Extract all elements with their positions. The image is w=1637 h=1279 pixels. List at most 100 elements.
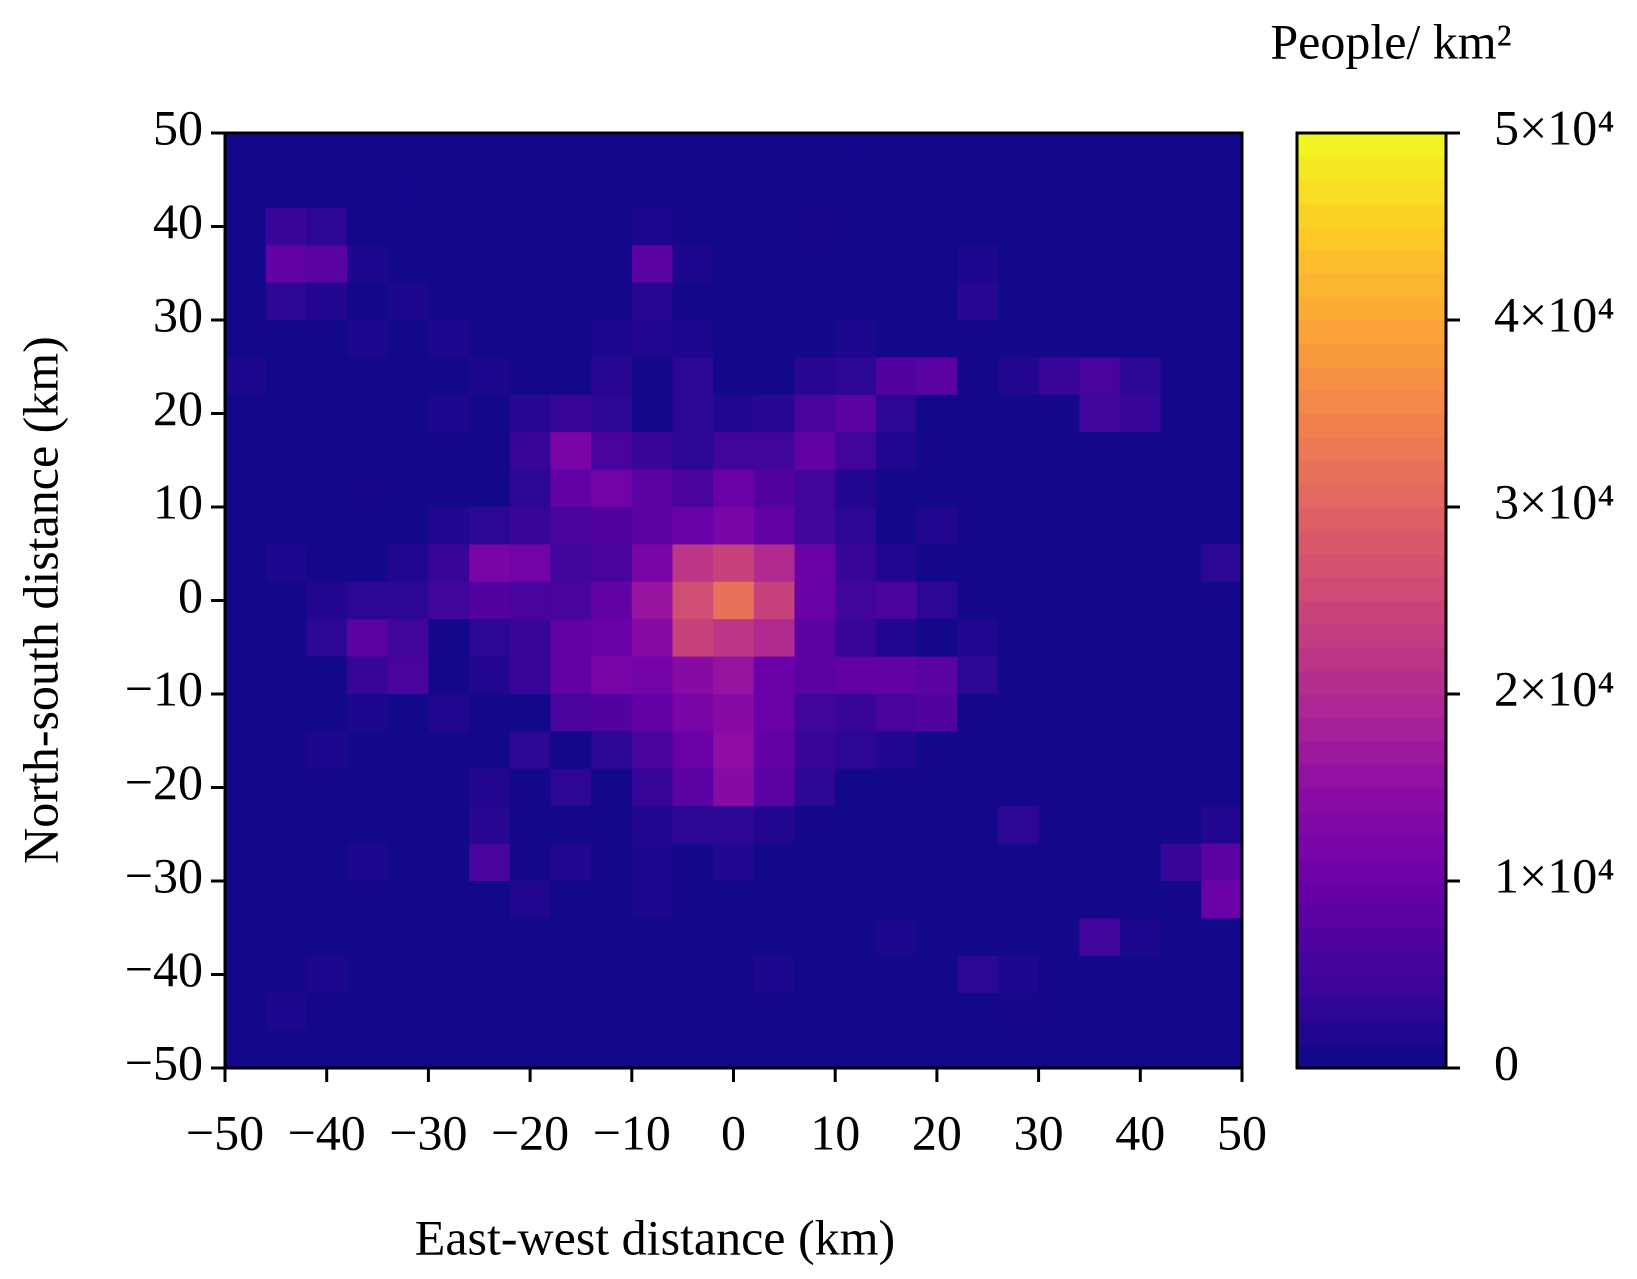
heatmap-cell — [1038, 507, 1080, 545]
heatmap-cell — [631, 768, 673, 807]
heatmap-cell — [550, 432, 592, 471]
heatmap-cell — [631, 245, 673, 284]
heatmap-cell — [347, 656, 389, 695]
heatmap-cell — [997, 207, 1040, 246]
heatmap-cell — [509, 469, 551, 508]
heatmap-cell — [387, 469, 429, 508]
heatmap-cell — [794, 881, 836, 919]
heatmap-cell — [1119, 581, 1162, 620]
heatmap-cell — [1119, 507, 1162, 545]
heatmap-cell — [835, 619, 877, 658]
heatmap-cell — [591, 170, 633, 209]
heatmap-cell — [1119, 282, 1162, 321]
heatmap-cell — [631, 544, 673, 583]
heatmap-cell — [265, 133, 307, 171]
heatmap-cell — [672, 768, 714, 807]
heatmap-cell — [753, 432, 796, 471]
heatmap-cell — [509, 806, 551, 845]
heatmap-cell — [835, 694, 877, 732]
heatmap-cell — [753, 656, 796, 695]
x-tick-label: 10 — [810, 1104, 860, 1160]
heatmap-cell — [672, 731, 714, 770]
heatmap-cell — [469, 656, 511, 695]
heatmap-cell — [387, 581, 429, 620]
heatmap-cell — [469, 1030, 511, 1069]
heatmap-cell — [835, 544, 877, 583]
heatmap-cell — [428, 993, 470, 1032]
heatmap-cell — [794, 245, 836, 284]
heatmap-cell — [1079, 170, 1121, 209]
heatmap-cell — [306, 806, 348, 845]
heatmap-cell — [469, 694, 511, 732]
heatmap-cell — [794, 768, 836, 807]
colorbar-band — [1297, 857, 1446, 882]
heatmap-cell — [713, 581, 755, 620]
heatmap-cell — [469, 170, 511, 209]
heatmap-cell — [1079, 507, 1121, 545]
heatmap-cell — [794, 432, 836, 471]
heatmap-cell — [591, 320, 633, 358]
heatmap-cell — [672, 282, 714, 321]
heatmap-cell — [306, 170, 348, 209]
heatmap-cell — [469, 282, 511, 321]
heatmap-cell — [347, 507, 389, 545]
heatmap-cell — [591, 1030, 633, 1069]
heatmap-cell — [387, 918, 429, 957]
heatmap-cell — [916, 656, 958, 695]
heatmap-cell — [347, 619, 389, 658]
heatmap-cell — [1079, 1030, 1121, 1069]
heatmap-cell — [1038, 320, 1080, 358]
heatmap-cell — [753, 394, 796, 433]
x-axis-title: East-west distance (km) — [415, 1209, 895, 1265]
heatmap-cell — [550, 544, 592, 583]
heatmap-cell — [347, 320, 389, 358]
heatmap-cell — [225, 843, 267, 882]
heatmap-cell — [875, 245, 918, 284]
heatmap-cell — [1079, 207, 1121, 246]
heatmap-cell — [550, 619, 592, 658]
colorbar-band — [1297, 834, 1446, 859]
heatmap-cell — [591, 581, 633, 620]
heatmap-cell — [631, 1030, 673, 1069]
heatmap-cell — [713, 881, 755, 919]
heatmap-cell — [265, 806, 307, 845]
heatmap-cell — [835, 731, 877, 770]
heatmap-cell — [225, 1030, 267, 1069]
heatmap-cell — [469, 469, 511, 508]
heatmap-cell — [997, 432, 1040, 471]
heatmap-cell — [1160, 170, 1202, 209]
y-tick-label: −10 — [125, 660, 203, 716]
heatmap-cell — [550, 806, 592, 845]
heatmap-cell — [428, 282, 470, 321]
heatmap-cell — [509, 394, 551, 433]
heatmap-cell — [713, 207, 755, 246]
heatmap-cell — [997, 544, 1040, 583]
heatmap-cell — [997, 768, 1040, 807]
heatmap-cell — [916, 581, 958, 620]
heatmap-cell — [997, 507, 1040, 545]
heatmap-cell — [713, 619, 755, 658]
heatmap-cell — [916, 544, 958, 583]
heatmap-cell — [631, 881, 673, 919]
heatmap-cell — [387, 1030, 429, 1069]
heatmap-cell — [1079, 544, 1121, 583]
x-tick-label: −30 — [389, 1104, 467, 1160]
heatmap-cell — [591, 993, 633, 1032]
heatmap-cell — [550, 768, 592, 807]
heatmap-cell — [1119, 881, 1162, 919]
heatmap-cell — [1201, 881, 1243, 919]
heatmap-cell — [957, 207, 999, 246]
heatmap-cell — [997, 619, 1040, 658]
heatmap-cell — [753, 170, 796, 209]
heatmap-cell — [1201, 806, 1243, 845]
heatmap-cell — [428, 432, 470, 471]
heatmap-cell — [1038, 918, 1080, 957]
heatmap-cell — [1160, 918, 1202, 957]
y-tick-label: 30 — [153, 286, 203, 342]
heatmap-cell — [916, 394, 958, 433]
colorbar-band — [1297, 881, 1446, 905]
heatmap-cell — [469, 955, 511, 994]
heatmap-cell — [1201, 469, 1243, 508]
x-tick-label: −20 — [491, 1104, 569, 1160]
